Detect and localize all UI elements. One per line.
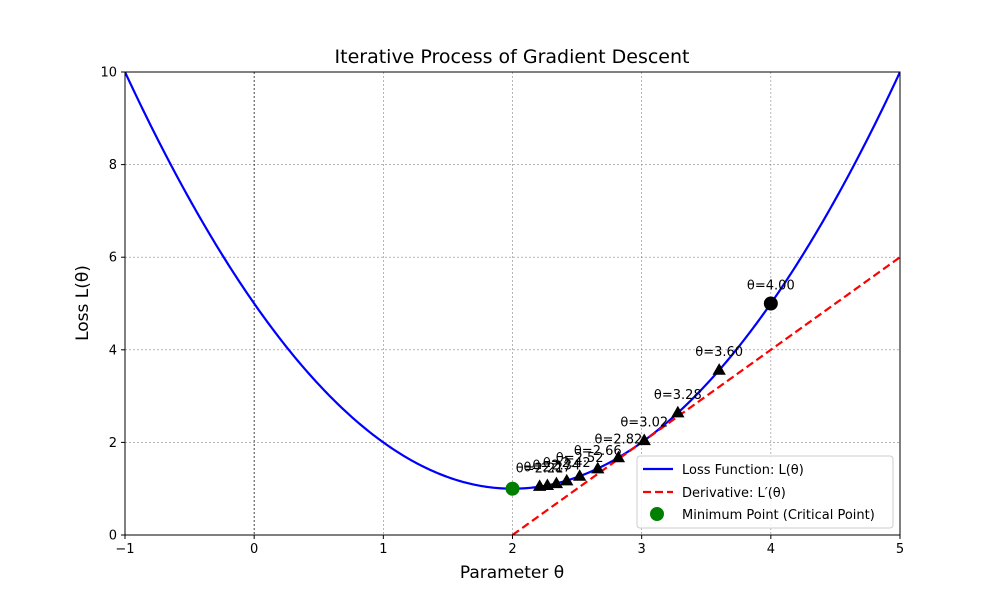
iteration-point <box>712 363 726 375</box>
y-axis-label: Loss L(θ) <box>73 265 93 341</box>
x-tick-label: 2 <box>508 542 516 557</box>
iteration-label: θ=2.66 <box>574 444 622 459</box>
y-tick-label: 10 <box>100 66 117 81</box>
legend-derivative-label: Derivative: L′(θ) <box>682 486 786 501</box>
annotation-layer: θ=4.00θ=3.60θ=3.28θ=3.02θ=2.82θ=2.66θ=2.… <box>516 279 795 477</box>
x-axis-label: Parameter θ <box>460 563 564 583</box>
iteration-point <box>637 433 651 446</box>
points-layer <box>505 296 778 496</box>
x-tick-label: 4 <box>767 542 775 557</box>
x-tick-label: 5 <box>896 542 904 557</box>
y-tick-label: 8 <box>109 158 117 173</box>
y-tick-label: 0 <box>109 529 117 544</box>
iteration-label: θ=2.21 <box>516 461 564 476</box>
legend-box <box>636 455 894 529</box>
legend-loss-label: Loss Function: L(θ) <box>682 463 804 478</box>
legend: Loss Function: L(θ) Derivative: L′(θ) Mi… <box>636 455 894 529</box>
x-tick-label: 1 <box>379 542 387 557</box>
iteration-point <box>591 461 605 474</box>
x-tick-label: 3 <box>638 542 646 557</box>
iteration-point <box>573 469 587 481</box>
minimum-point <box>505 481 520 496</box>
iteration-point <box>560 473 574 486</box>
x-ticks: −1 0 1 2 3 4 5 <box>115 535 904 557</box>
x-tick-label: −1 <box>115 542 134 557</box>
iteration-point <box>532 479 547 491</box>
iteration-label: θ=2.42 <box>543 456 591 471</box>
derivative-line <box>511 256 900 535</box>
iteration-point <box>611 450 626 463</box>
y-tick-label: 4 <box>109 343 117 358</box>
y-tick-label: 6 <box>109 251 117 266</box>
y-ticks: 0 2 4 6 8 10 <box>100 66 125 544</box>
x-tick-label: 0 <box>250 542 258 557</box>
iteration-point <box>549 476 564 489</box>
iteration-label: θ=4.00 <box>747 279 795 294</box>
iteration-label: θ=2.52 <box>556 451 604 466</box>
iteration-label: θ=3.60 <box>695 345 743 360</box>
iteration-label: θ=2.27 <box>523 460 571 475</box>
start-point <box>763 296 778 311</box>
legend-minimum-swatch <box>650 507 664 521</box>
chart-title: Iterative Process of Gradient Descent <box>335 46 690 68</box>
iteration-point <box>671 405 685 418</box>
legend-minimum-label: Minimum Point (Critical Point) <box>682 508 875 523</box>
y-tick-label: 2 <box>109 436 117 451</box>
iteration-label: θ=2.82 <box>595 433 643 448</box>
iteration-label: θ=3.28 <box>654 388 702 403</box>
iteration-label: θ=2.34 <box>533 459 581 474</box>
iteration-label: θ=3.02 <box>620 416 668 431</box>
